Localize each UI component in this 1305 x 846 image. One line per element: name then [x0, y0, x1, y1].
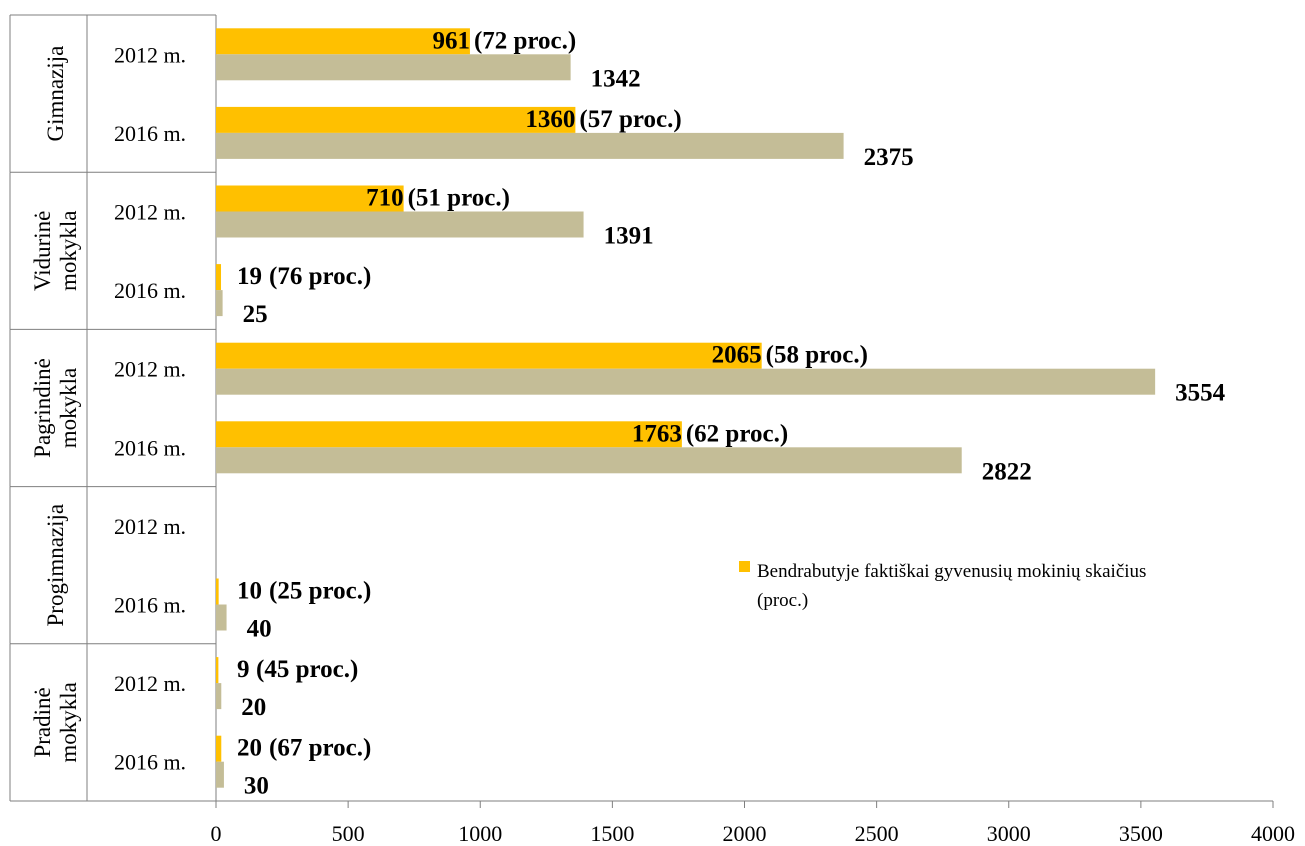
x-tick-label: 4000	[1251, 821, 1295, 846]
bar-lived	[216, 578, 219, 605]
data-label-total: 30	[244, 773, 269, 800]
data-label-pct: (58 proc.)	[766, 342, 868, 369]
bar-lived	[216, 264, 222, 291]
x-tick-label: 3000	[987, 821, 1031, 846]
year-label: 2016 m.	[114, 121, 186, 146]
year-label: 2012 m.	[114, 671, 186, 696]
year-label: 2012 m.	[114, 42, 186, 67]
data-label-pct: (67 proc.)	[269, 735, 371, 762]
data-label-total: 3554	[1175, 380, 1226, 407]
group-label: Vidurinėmokykla	[30, 211, 81, 291]
data-label-lived: 9	[237, 656, 250, 683]
bar-total	[216, 447, 962, 474]
data-label-pct: (76 proc.)	[269, 263, 371, 290]
year-label: 2012 m.	[114, 514, 186, 539]
bar-lived	[216, 421, 682, 448]
bar-total	[216, 604, 227, 631]
bar-total	[216, 211, 584, 238]
group-label: Pagrindinėmokykla	[30, 358, 81, 458]
data-label-pct: (25 proc.)	[269, 578, 371, 605]
year-label: 2016 m.	[114, 593, 186, 618]
data-label-lived: 1763	[632, 420, 682, 447]
year-label: 2012 m.	[114, 200, 186, 225]
bar-total	[216, 683, 222, 710]
group-label: Progimnazija	[43, 504, 68, 627]
data-label-pct: (45 proc.)	[256, 656, 358, 683]
data-label-lived: 19	[237, 263, 262, 290]
bar-total	[216, 368, 1156, 395]
bar-lived	[216, 735, 222, 762]
bar-total	[216, 761, 224, 788]
data-label-lived: 710	[366, 185, 404, 212]
data-label-total: 40	[247, 616, 272, 643]
year-label: 2016 m.	[114, 278, 186, 303]
x-tick-label: 2000	[723, 821, 767, 846]
bar-total	[216, 54, 571, 81]
data-label-pct: (72 proc.)	[474, 27, 576, 54]
bar-lived	[216, 28, 470, 55]
data-label-lived: 10	[237, 578, 262, 605]
legend-label: (proc.)	[757, 590, 808, 611]
x-tick-label: 500	[332, 821, 365, 846]
data-label-lived: 2065	[712, 342, 762, 369]
x-tick-label: 1000	[458, 821, 502, 846]
data-label-lived: 20	[237, 735, 262, 762]
legend-swatch	[739, 561, 750, 572]
data-label-total: 2822	[982, 458, 1032, 485]
data-label-pct: (51 proc.)	[408, 185, 510, 212]
bar-lived	[216, 106, 576, 133]
data-label-total: 20	[241, 694, 266, 721]
year-label: 2016 m.	[114, 435, 186, 460]
x-tick-label: 0	[211, 821, 222, 846]
data-label-total: 2375	[864, 144, 914, 171]
legend-label: Bendrabutyje faktiškai gyvenusių mokinių…	[757, 561, 1146, 582]
bar-total	[216, 290, 223, 317]
bar-lived	[216, 657, 219, 684]
group-label: Pradinėmokykla	[30, 682, 81, 763]
x-tick-label: 2500	[855, 821, 899, 846]
x-tick-label: 3500	[1119, 821, 1163, 846]
bar-lived	[216, 342, 762, 369]
group-label: Gimnazija	[43, 46, 68, 142]
data-label-pct: (62 proc.)	[686, 420, 788, 447]
x-tick-label: 1500	[590, 821, 634, 846]
data-label-lived: 1360	[525, 106, 575, 133]
year-label: 2016 m.	[114, 750, 186, 775]
year-label: 2012 m.	[114, 357, 186, 382]
data-label-total: 1342	[591, 65, 641, 92]
data-label-total: 1391	[604, 223, 654, 250]
bar-total	[216, 132, 844, 159]
data-label-total: 25	[243, 301, 268, 328]
data-label-pct: (57 proc.)	[579, 106, 681, 133]
bar-lived	[216, 185, 404, 212]
data-label-lived: 961	[432, 27, 470, 54]
